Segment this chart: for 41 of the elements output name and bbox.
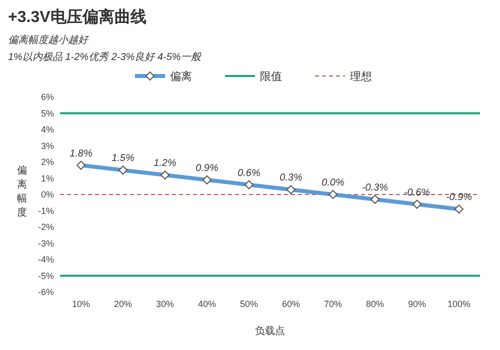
y-tick-label: -4% [38,254,54,264]
data-label: -0.3% [362,182,388,194]
x-tick-label: 80% [366,299,384,309]
x-tick-label: 90% [408,299,426,309]
x-tick-label: 50% [240,299,258,309]
x-tick-label: 20% [114,299,132,309]
y-tick-label: 6% [40,92,54,102]
x-tick-label: 30% [156,299,174,309]
x-axis-title: 负载点 [255,325,285,337]
y-tick-label: -5% [38,270,54,281]
y-tick-label: 4% [40,124,54,134]
data-label: 0.6% [238,168,261,179]
x-tick-label: 70% [324,299,342,309]
x-tick-label: 10% [72,299,90,309]
data-label: -0.6% [404,187,430,198]
y-tick-label: -6% [38,287,54,297]
data-label: 1.5% [112,153,135,164]
chart-title: +3.3V电压偏离曲线 [8,7,146,26]
y-axis-title: 偏离幅度 [17,164,27,218]
text: 1%以内极品 1-2%优秀 2-3%良好 4-5%一般 [8,51,202,63]
y-tick-label: 1% [40,173,54,184]
data-label: 0.9% [196,162,219,174]
y-tick-label: 5% [40,108,54,118]
x-tick-label: 40% [198,299,216,309]
y-tick-label: 3% [40,140,54,151]
data-label: -0.9% [446,192,472,204]
y-tick-label: -3% [38,238,54,248]
data-label: 0.3% [280,172,303,184]
y-tick-label: 0% [40,190,54,200]
legend-label: 理想 [350,70,372,83]
data-label: 1.8% [70,148,93,160]
x-tick-label: 60% [282,299,300,309]
y-tick-label: -1% [38,206,54,216]
data-label: 1.2% [154,158,177,169]
chart-subtitle: 偏离幅度越小越好 [8,34,89,46]
x-tick-label: 100% [447,299,471,309]
data-label: 0.0% [322,178,345,188]
y-tick-label: -2% [38,222,54,232]
legend-label: 限值 [260,71,282,83]
y-tick-label: 2% [40,157,54,167]
legend-label: 偏离 [170,70,192,83]
